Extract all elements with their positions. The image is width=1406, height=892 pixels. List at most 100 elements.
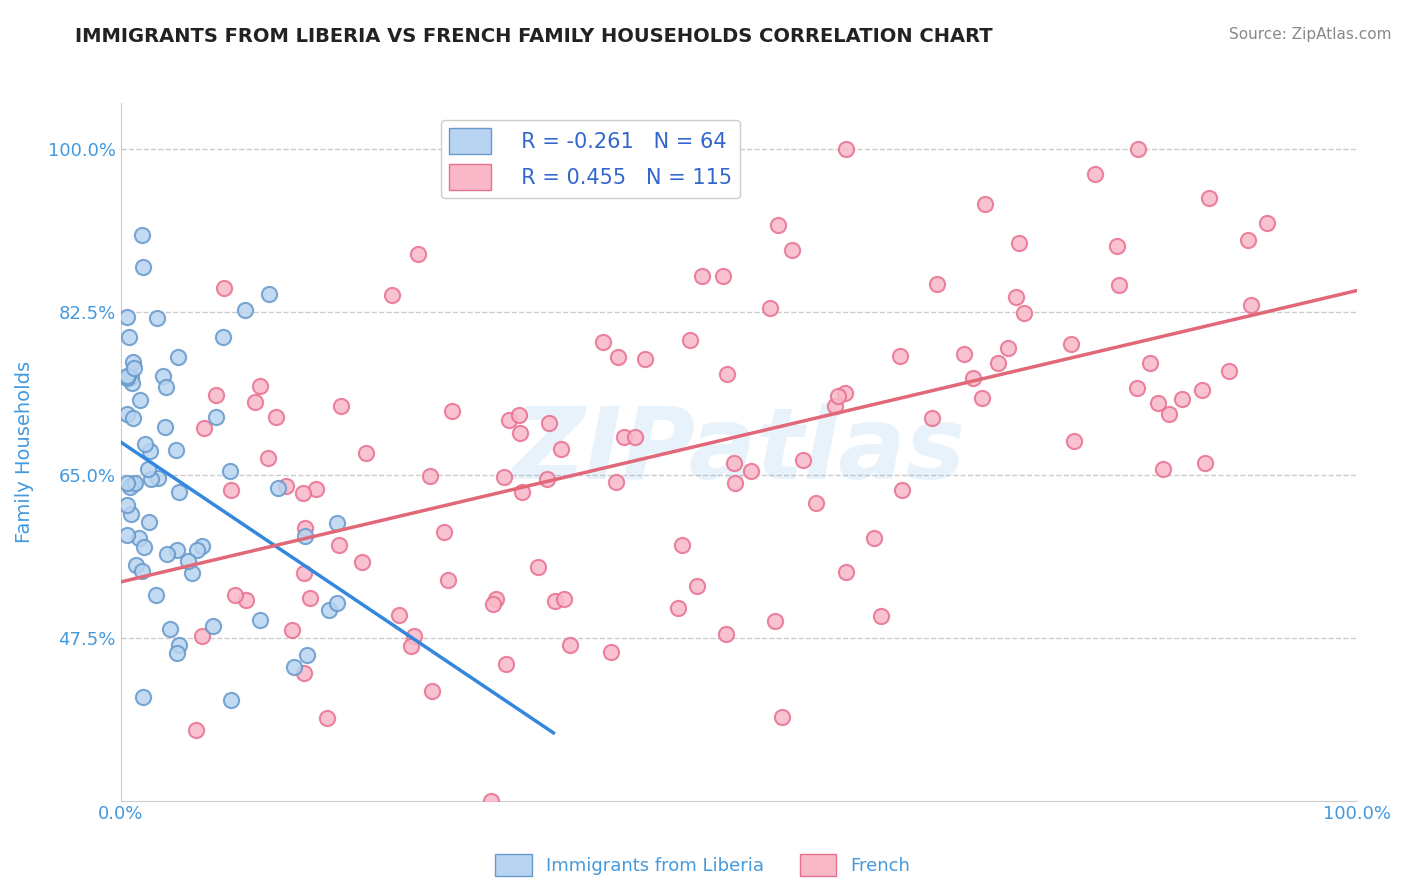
Point bbox=[249, 378, 271, 392]
Point bbox=[714, 627, 737, 641]
Point bbox=[1218, 364, 1240, 378]
Point bbox=[257, 287, 280, 301]
Point bbox=[827, 388, 849, 402]
Point bbox=[763, 614, 786, 628]
Point bbox=[115, 528, 138, 542]
Point bbox=[155, 420, 177, 434]
Point bbox=[538, 416, 561, 430]
Point bbox=[770, 710, 793, 724]
Point bbox=[201, 618, 224, 632]
Point bbox=[128, 531, 150, 545]
Point bbox=[1237, 233, 1260, 247]
Point bbox=[292, 566, 315, 580]
Point bbox=[122, 355, 145, 369]
Point bbox=[281, 623, 304, 637]
Point bbox=[863, 531, 886, 545]
Point bbox=[292, 486, 315, 500]
Point bbox=[120, 508, 142, 522]
Point bbox=[177, 554, 200, 568]
Point bbox=[131, 227, 153, 242]
Point bbox=[1005, 289, 1028, 303]
Point bbox=[479, 794, 502, 808]
Point bbox=[124, 476, 146, 491]
Text: IMMIGRANTS FROM LIBERIA VS FRENCH FAMILY HOUSEHOLDS CORRELATION CHART: IMMIGRANTS FROM LIBERIA VS FRENCH FAMILY… bbox=[76, 27, 993, 45]
Point bbox=[925, 277, 948, 292]
Point bbox=[953, 347, 976, 361]
Point bbox=[152, 369, 174, 384]
Point bbox=[1060, 337, 1083, 351]
Point bbox=[1084, 168, 1107, 182]
Point bbox=[408, 247, 430, 261]
Point bbox=[1198, 191, 1220, 205]
Point bbox=[325, 596, 347, 610]
Point bbox=[294, 529, 316, 543]
Point bbox=[723, 456, 745, 470]
Point bbox=[1191, 384, 1213, 398]
Point bbox=[354, 446, 377, 460]
Point bbox=[560, 638, 582, 652]
Point bbox=[889, 349, 911, 363]
Point bbox=[716, 367, 738, 381]
Point bbox=[155, 380, 177, 394]
Point bbox=[759, 301, 782, 316]
Point bbox=[740, 464, 762, 478]
Point bbox=[418, 469, 440, 483]
Point bbox=[283, 660, 305, 674]
Point bbox=[145, 310, 167, 325]
Point bbox=[492, 470, 515, 484]
Point bbox=[679, 334, 702, 348]
Point bbox=[544, 594, 567, 608]
Point bbox=[433, 525, 456, 540]
Text: Source: ZipAtlas.com: Source: ZipAtlas.com bbox=[1229, 27, 1392, 42]
Point bbox=[218, 464, 240, 478]
Point bbox=[115, 310, 138, 324]
Point bbox=[921, 411, 943, 425]
Point bbox=[165, 442, 187, 457]
Point bbox=[422, 683, 444, 698]
Point bbox=[1139, 356, 1161, 370]
Point bbox=[122, 361, 145, 376]
Point bbox=[132, 690, 155, 704]
Point bbox=[835, 566, 858, 580]
Point bbox=[134, 436, 156, 450]
Point bbox=[315, 711, 337, 725]
Point bbox=[509, 426, 531, 441]
Point bbox=[592, 335, 614, 350]
Point bbox=[115, 368, 138, 383]
Point bbox=[115, 475, 138, 490]
Point bbox=[804, 496, 827, 510]
Point bbox=[139, 444, 162, 458]
Point bbox=[167, 638, 190, 652]
Point bbox=[686, 579, 709, 593]
Point bbox=[962, 371, 984, 385]
Point bbox=[166, 543, 188, 558]
Point bbox=[298, 591, 321, 605]
Point bbox=[115, 407, 138, 421]
Point bbox=[204, 409, 226, 424]
Point bbox=[987, 355, 1010, 369]
Point bbox=[249, 613, 271, 627]
Point bbox=[141, 472, 163, 486]
Y-axis label: Family Households: Family Households bbox=[15, 360, 34, 542]
Point bbox=[235, 592, 257, 607]
Point bbox=[835, 142, 858, 156]
Point bbox=[274, 478, 297, 492]
Point bbox=[485, 591, 508, 606]
Point bbox=[1107, 239, 1129, 253]
Point bbox=[508, 408, 530, 422]
Point bbox=[527, 559, 550, 574]
Point bbox=[131, 564, 153, 578]
Point bbox=[711, 269, 734, 284]
Point bbox=[690, 268, 713, 283]
Point bbox=[264, 410, 287, 425]
Point bbox=[613, 430, 636, 444]
Point bbox=[870, 609, 893, 624]
Point bbox=[890, 483, 912, 498]
Point bbox=[1063, 434, 1085, 449]
Point bbox=[724, 476, 747, 491]
Point bbox=[148, 470, 170, 484]
Point bbox=[295, 648, 318, 663]
Point bbox=[184, 723, 207, 738]
Point bbox=[624, 430, 647, 444]
Legend: Immigrants from Liberia, French: Immigrants from Liberia, French bbox=[488, 847, 918, 883]
